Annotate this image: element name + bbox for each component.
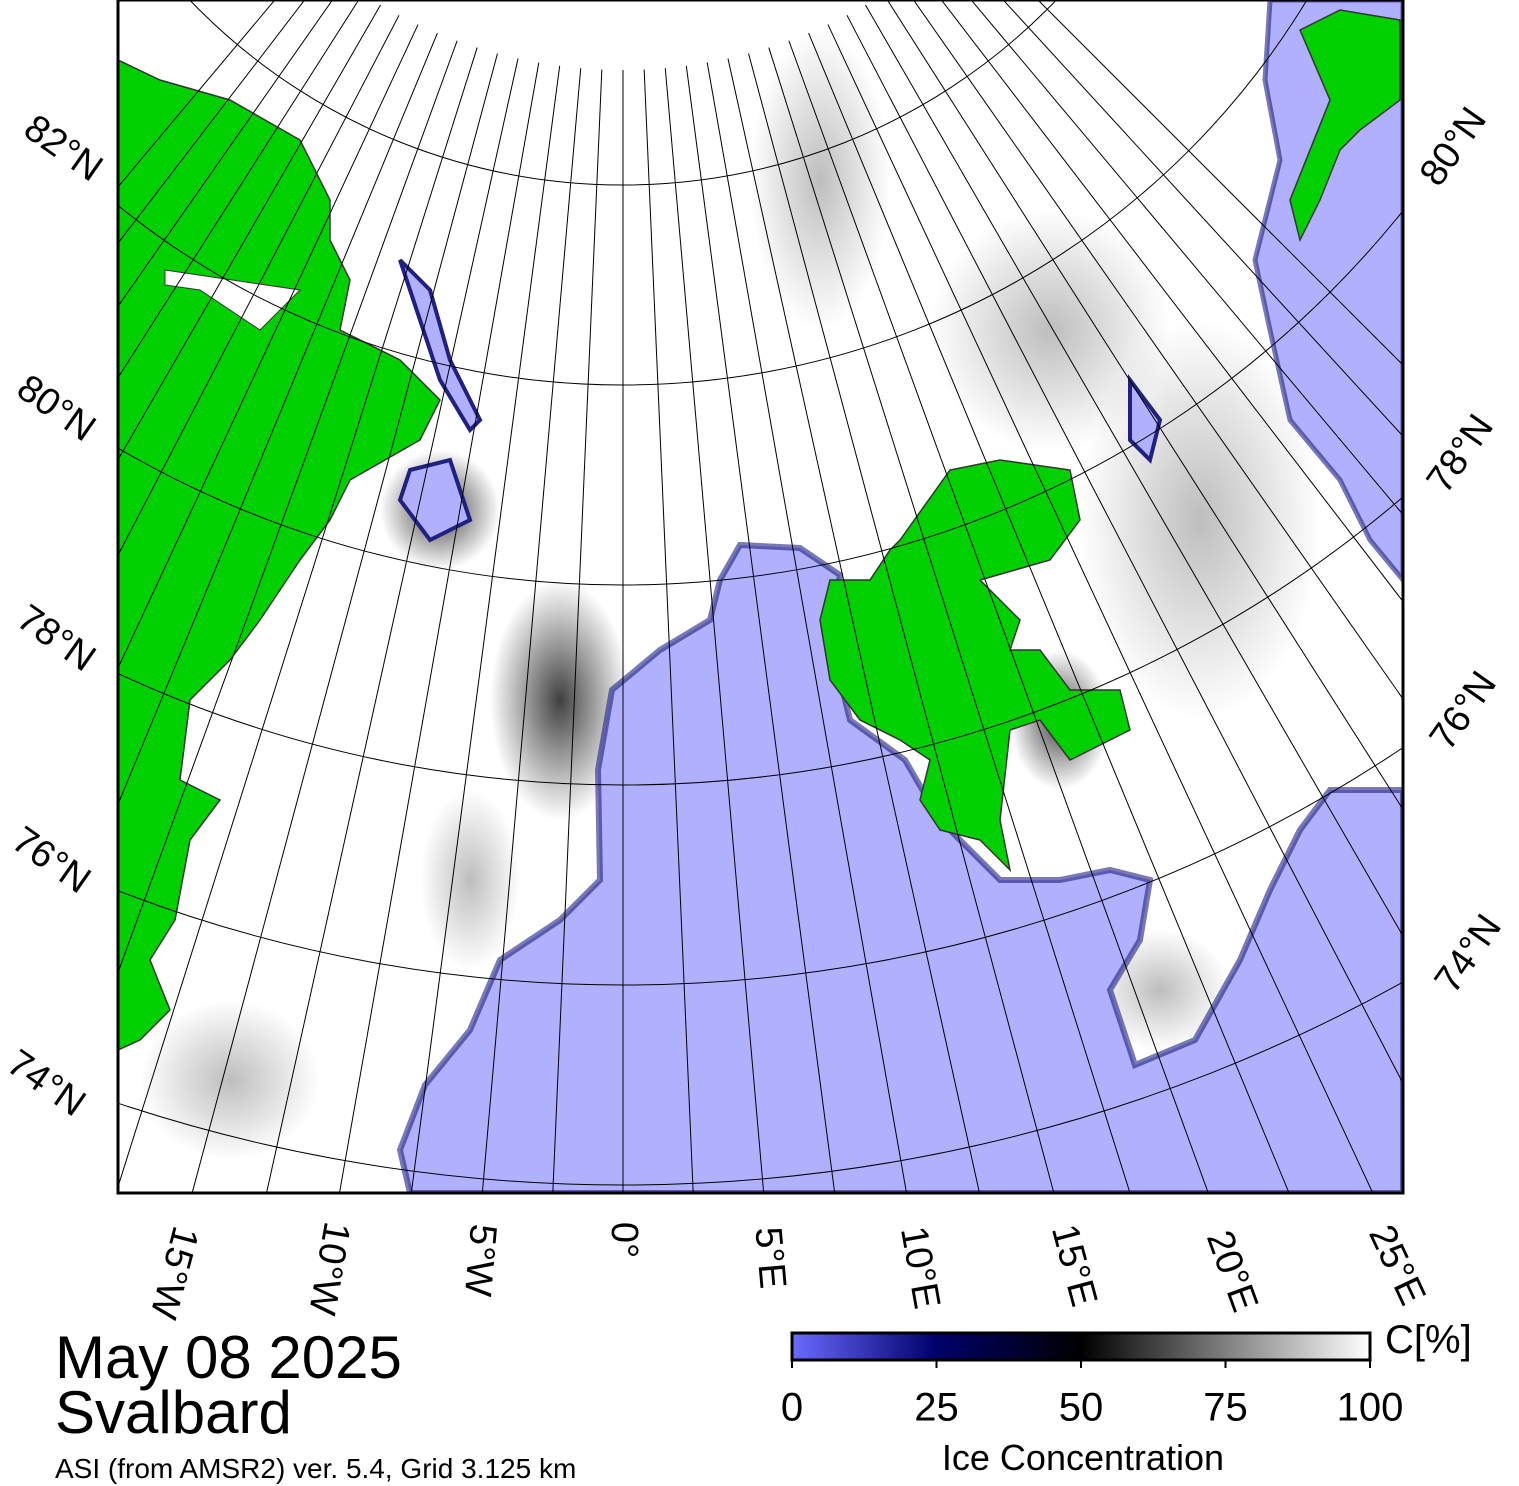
meridian-line [808,32,1290,1193]
meridian-line [552,69,603,1193]
graticule-label: 80°N [9,367,103,450]
region: Svalbard [55,1379,292,1446]
graticule-label: 10°W [300,1219,358,1318]
graticule-label: 82°N [16,107,110,190]
colorbar-tick-label: 75 [1203,1386,1248,1430]
glacier-fjord [164,269,302,331]
meridian-line [1002,0,1403,437]
colorbar [790,1331,1372,1362]
graticule-label: 5°E [746,1225,793,1290]
meridian-line [118,0,360,379]
meridian-line [768,47,1131,1193]
meridian-line [748,53,1055,1193]
source: ASI (from AMSR2) ver. 5.4, Grid 3.125 km [55,1453,576,1484]
graticule-label: 10°E [892,1223,948,1312]
meridian-line [970,0,1403,516]
meridian-line [827,24,1374,1193]
meridian-line [706,62,908,1193]
meridian-line [727,58,980,1193]
date: May 08 2025 [55,1324,402,1391]
graticule-label: 78°N [1419,407,1502,501]
graticule-label: 78°N [9,597,103,680]
graticule-label: 74°N [1427,907,1510,1001]
colorbar-unit: C[%] [1385,1318,1472,1362]
greenland [118,59,441,1051]
meridian-line [886,0,1403,811]
meridian-line [266,58,519,1193]
meridian-line [481,68,582,1193]
open-water [1252,0,1403,584]
meridian-line [118,4,381,461]
map-area [118,0,1403,1193]
franz-josef-land [1289,9,1401,243]
meridian-line [338,62,540,1193]
meridian-line [118,40,458,974]
colorbar-tick-label: 50 [1059,1386,1104,1430]
meridian-line [118,32,438,806]
graticule-label: 15°E [1043,1220,1105,1311]
meridian-line [118,0,334,308]
colorbar-tick-label: 100 [1337,1386,1404,1430]
meridian-line [118,14,400,557]
graticule-label: 20°E [1198,1225,1266,1317]
meridian-line [865,4,1403,937]
graticule-label: 15°W [142,1222,207,1323]
graticule-label: 74°N [0,1042,93,1125]
meridian-line [118,47,478,1189]
graticule-label: 80°N [1412,100,1495,194]
meridian-line [664,68,765,1193]
meridian-line [1037,0,1403,366]
colorbar-title: Ice Concentration [942,1437,1224,1478]
colorbar-tick-label: 25 [914,1386,959,1430]
meridian-line [191,53,498,1193]
colorbar-tick-label: 0 [781,1386,803,1430]
graticule-label: 76°N [4,819,98,902]
meridian-line [940,0,1403,603]
svalbard [819,459,1131,873]
meridian-line [643,69,694,1193]
meridian-line [788,40,1209,1193]
meridian-line [118,0,276,188]
graticule [118,0,1403,1193]
meridian-line [410,65,561,1193]
meridian-line [118,24,419,670]
graticule-label: 25°E [1360,1219,1433,1312]
open-water [396,541,1403,1193]
meridian-line [118,0,306,244]
meridian-line [846,14,1403,1085]
graticule-label: 0° [603,1222,645,1258]
meridian-line [912,0,1403,700]
meridian-line [685,65,836,1193]
graticule-label: 5°W [456,1222,504,1298]
map-frame [116,0,1405,1195]
graticule-label: 76°N [1422,664,1505,758]
